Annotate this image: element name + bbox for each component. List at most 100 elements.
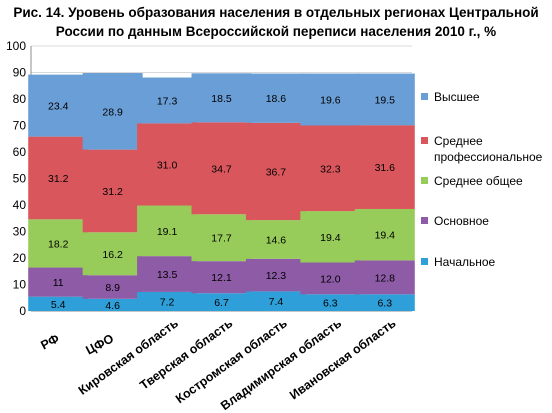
bar-segment-4-3	[137, 123, 198, 206]
y-tick-label-70: 70	[13, 119, 27, 133]
data-label-1-4: 6.7	[214, 297, 229, 309]
legend-label-4: Основное	[434, 214, 489, 228]
data-label-3-7: 19.4	[375, 230, 396, 242]
data-label-4-5: 36.7	[266, 166, 287, 178]
y-tick-label-80: 80	[13, 92, 27, 106]
data-label-4-3: 31.0	[157, 159, 178, 171]
bar-segment-5-3	[137, 77, 198, 124]
data-label-1-1: 5.4	[51, 299, 66, 311]
bar-segment-5-6	[300, 73, 361, 126]
data-label-2-6: 12.0	[320, 273, 341, 285]
bar-segment-1-3	[137, 291, 198, 311]
bar-segment-3-5	[245, 220, 306, 259]
y-tick-label-60: 60	[13, 145, 27, 159]
data-label-3-4: 17.7	[211, 233, 232, 245]
data-label-3-6: 19.4	[320, 232, 341, 244]
chart-title: Рис. 14. Уровень образования населения в…	[0, 3, 552, 41]
y-tick-label-50: 50	[13, 172, 27, 186]
data-label-3-2: 16.2	[102, 249, 123, 261]
data-label-2-7: 12.8	[375, 272, 396, 284]
data-label-5-5: 18.6	[266, 93, 287, 105]
bar-segment-1-6	[300, 294, 361, 311]
bar-segment-2-1	[28, 267, 89, 297]
bar-segment-5-4	[191, 73, 252, 123]
data-label-1-7: 6.3	[377, 298, 392, 310]
x-category-label-4: Тверская область	[137, 316, 235, 393]
legend-label-2-line-1: Среднее	[434, 134, 483, 148]
y-tick-label-100: 100	[6, 39, 26, 53]
data-label-4-6: 32.3	[320, 163, 341, 175]
legend-label-5: Начальное	[434, 255, 496, 269]
bar-segment-2-2	[82, 275, 143, 299]
data-label-1-3: 7.2	[160, 296, 175, 308]
bar-segment-5-7	[354, 73, 415, 126]
data-label-1-5: 7.4	[269, 296, 284, 308]
data-label-3-3: 19.1	[157, 226, 178, 238]
y-tick-label-10: 10	[13, 278, 27, 292]
chart-title-line-2: России по данным Всероссийской переписи …	[55, 24, 497, 39]
bar-segment-2-4	[191, 261, 252, 294]
bar-segment-4-7	[354, 125, 415, 209]
bar-segment-3-4	[191, 214, 252, 262]
data-label-5-2: 28.9	[102, 106, 123, 118]
data-label-4-2: 31.2	[102, 186, 123, 198]
data-label-5-3: 17.3	[157, 95, 178, 107]
chart-title-line-1: Рис. 14. Уровень образования населения в…	[13, 5, 539, 20]
bar-segment-2-3	[137, 256, 198, 292]
bar-segment-3-6	[300, 211, 361, 263]
legend-swatch-5	[421, 258, 428, 265]
bar-segment-1-2	[82, 298, 143, 311]
bar-segment-3-3	[137, 205, 198, 257]
bar-segment-1-1	[28, 296, 89, 311]
bar-segment-1-4	[191, 293, 252, 311]
x-category-label-1: РФ	[38, 331, 62, 352]
x-category-label-3: Кировская область	[76, 316, 181, 398]
y-tick-label-20: 20	[13, 251, 27, 265]
legend-swatch-3	[421, 177, 428, 184]
bar-segment-5-2	[82, 73, 143, 150]
bar-segment-5-5	[245, 73, 306, 123]
bar-segment-3-1	[28, 219, 89, 268]
bar-segment-5-1	[28, 74, 89, 137]
bar-segment-4-2	[82, 149, 143, 233]
legend-swatch-1	[421, 93, 428, 100]
data-label-5-4: 18.5	[211, 93, 232, 105]
legend-swatch-2	[421, 137, 428, 144]
data-label-3-5: 14.6	[266, 234, 287, 246]
bar-segment-4-6	[300, 125, 361, 212]
legend-swatch-4	[421, 217, 428, 224]
legend-label-1: Высшее	[434, 90, 480, 104]
data-label-2-5: 12.3	[266, 270, 287, 282]
bar-segment-2-6	[300, 262, 361, 295]
data-label-3-1: 18.2	[48, 238, 69, 250]
bar-segment-4-4	[191, 122, 252, 215]
data-label-2-1: 11	[53, 277, 64, 289]
data-label-4-1: 31.2	[48, 173, 69, 185]
y-tick-label-90: 90	[13, 66, 27, 80]
data-label-5-6: 19.6	[320, 95, 341, 107]
data-label-2-2: 8.9	[105, 282, 120, 294]
y-tick-label-0: 0	[19, 304, 26, 318]
data-label-2-4: 12.1	[211, 272, 232, 284]
bar-segment-1-7	[354, 294, 415, 311]
y-tick-label-30: 30	[13, 225, 27, 239]
data-label-1-2: 4.6	[105, 300, 120, 312]
data-label-1-6: 6.3	[323, 298, 338, 310]
x-category-label-2: ЦФО	[83, 331, 116, 357]
data-label-2-3: 13.5	[157, 269, 178, 281]
bar-segment-4-5	[245, 122, 306, 221]
data-label-4-4: 34.7	[211, 163, 232, 175]
y-tick-label-40: 40	[13, 198, 27, 212]
bar-segment-2-7	[354, 260, 415, 295]
data-label-5-1: 23.4	[48, 101, 69, 113]
data-label-5-7: 19.5	[375, 94, 396, 106]
legend-label-3: Среднее общее	[434, 174, 523, 188]
bar-segment-4-1	[28, 136, 89, 220]
x-category-label-7: Ивановская область	[287, 316, 399, 403]
bar-segment-1-5	[245, 291, 306, 311]
legend-label-2-line-2: профессиональное	[434, 150, 543, 164]
bar-segment-2-5	[245, 258, 306, 292]
bar-segment-3-2	[82, 232, 143, 276]
bar-segment-3-7	[354, 208, 415, 261]
